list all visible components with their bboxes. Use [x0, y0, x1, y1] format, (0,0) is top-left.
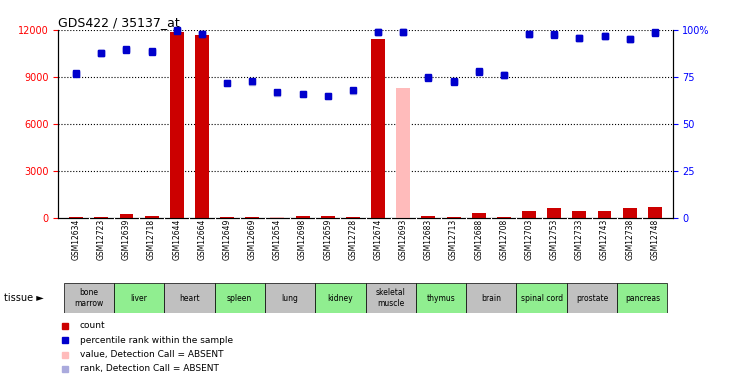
Text: GSM12669: GSM12669	[248, 219, 257, 260]
Text: GSM12718: GSM12718	[147, 219, 156, 260]
Text: GSM12674: GSM12674	[374, 219, 382, 260]
Text: kidney: kidney	[327, 294, 353, 303]
Text: GDS422 / 35137_at: GDS422 / 35137_at	[58, 16, 181, 29]
Text: GSM12733: GSM12733	[575, 219, 584, 260]
Text: GSM12693: GSM12693	[398, 219, 408, 260]
Text: spleen: spleen	[227, 294, 252, 303]
Text: GSM12683: GSM12683	[424, 219, 433, 260]
Text: rank, Detection Call = ABSENT: rank, Detection Call = ABSENT	[80, 364, 219, 374]
Text: pancreas: pancreas	[625, 294, 660, 303]
Bar	[195, 35, 209, 218]
Bar	[119, 214, 133, 217]
Bar	[648, 207, 662, 218]
Text: GSM12723: GSM12723	[96, 219, 106, 260]
Bar	[572, 211, 586, 217]
Text: bone
marrow: bone marrow	[74, 288, 103, 308]
Bar	[164, 283, 214, 313]
Text: GSM12639: GSM12639	[122, 219, 131, 260]
Bar	[623, 208, 637, 218]
Bar	[548, 208, 561, 218]
Text: GSM12688: GSM12688	[474, 219, 483, 260]
Bar	[170, 32, 183, 217]
Text: skeletal
muscle: skeletal muscle	[376, 288, 406, 308]
Bar	[321, 216, 335, 217]
Bar	[466, 283, 517, 313]
Text: GSM12664: GSM12664	[197, 219, 206, 260]
Bar	[617, 283, 667, 313]
Text: GSM12659: GSM12659	[323, 219, 333, 260]
Text: GSM12644: GSM12644	[173, 219, 181, 260]
Bar	[315, 283, 366, 313]
Text: GSM12649: GSM12649	[222, 219, 232, 260]
Text: GSM12713: GSM12713	[449, 219, 458, 260]
Text: percentile rank within the sample: percentile rank within the sample	[80, 336, 233, 345]
Bar	[522, 211, 536, 217]
Bar	[416, 283, 466, 313]
Text: liver: liver	[131, 294, 148, 303]
Text: GSM12753: GSM12753	[550, 219, 558, 260]
Bar	[265, 283, 315, 313]
Text: heart: heart	[179, 294, 200, 303]
Text: brain: brain	[481, 294, 501, 303]
Bar	[366, 283, 416, 313]
Text: spinal cord: spinal cord	[520, 294, 563, 303]
Bar	[517, 283, 567, 313]
Text: GSM12708: GSM12708	[499, 219, 509, 260]
Bar	[422, 216, 436, 217]
Bar	[295, 216, 309, 217]
Text: lung: lung	[281, 294, 298, 303]
Text: GSM12738: GSM12738	[625, 219, 635, 260]
Text: GSM12728: GSM12728	[349, 219, 357, 260]
Bar	[567, 283, 617, 313]
Text: GSM12654: GSM12654	[273, 219, 282, 260]
Text: GSM12748: GSM12748	[651, 219, 659, 260]
Text: GSM12634: GSM12634	[72, 219, 80, 260]
Bar	[598, 211, 612, 217]
Bar	[214, 283, 265, 313]
Bar	[371, 39, 385, 218]
Bar	[471, 213, 485, 217]
Text: count: count	[80, 321, 105, 330]
Bar	[145, 216, 159, 217]
Text: prostate: prostate	[576, 294, 608, 303]
Text: value, Detection Call = ABSENT: value, Detection Call = ABSENT	[80, 350, 224, 359]
Text: GSM12698: GSM12698	[298, 219, 307, 260]
Bar	[114, 283, 164, 313]
Text: GSM12703: GSM12703	[525, 219, 534, 260]
Text: GSM12743: GSM12743	[600, 219, 609, 260]
Text: tissue ►: tissue ►	[4, 293, 43, 303]
Bar	[64, 283, 114, 313]
Text: thymus: thymus	[427, 294, 455, 303]
Bar	[396, 88, 410, 218]
